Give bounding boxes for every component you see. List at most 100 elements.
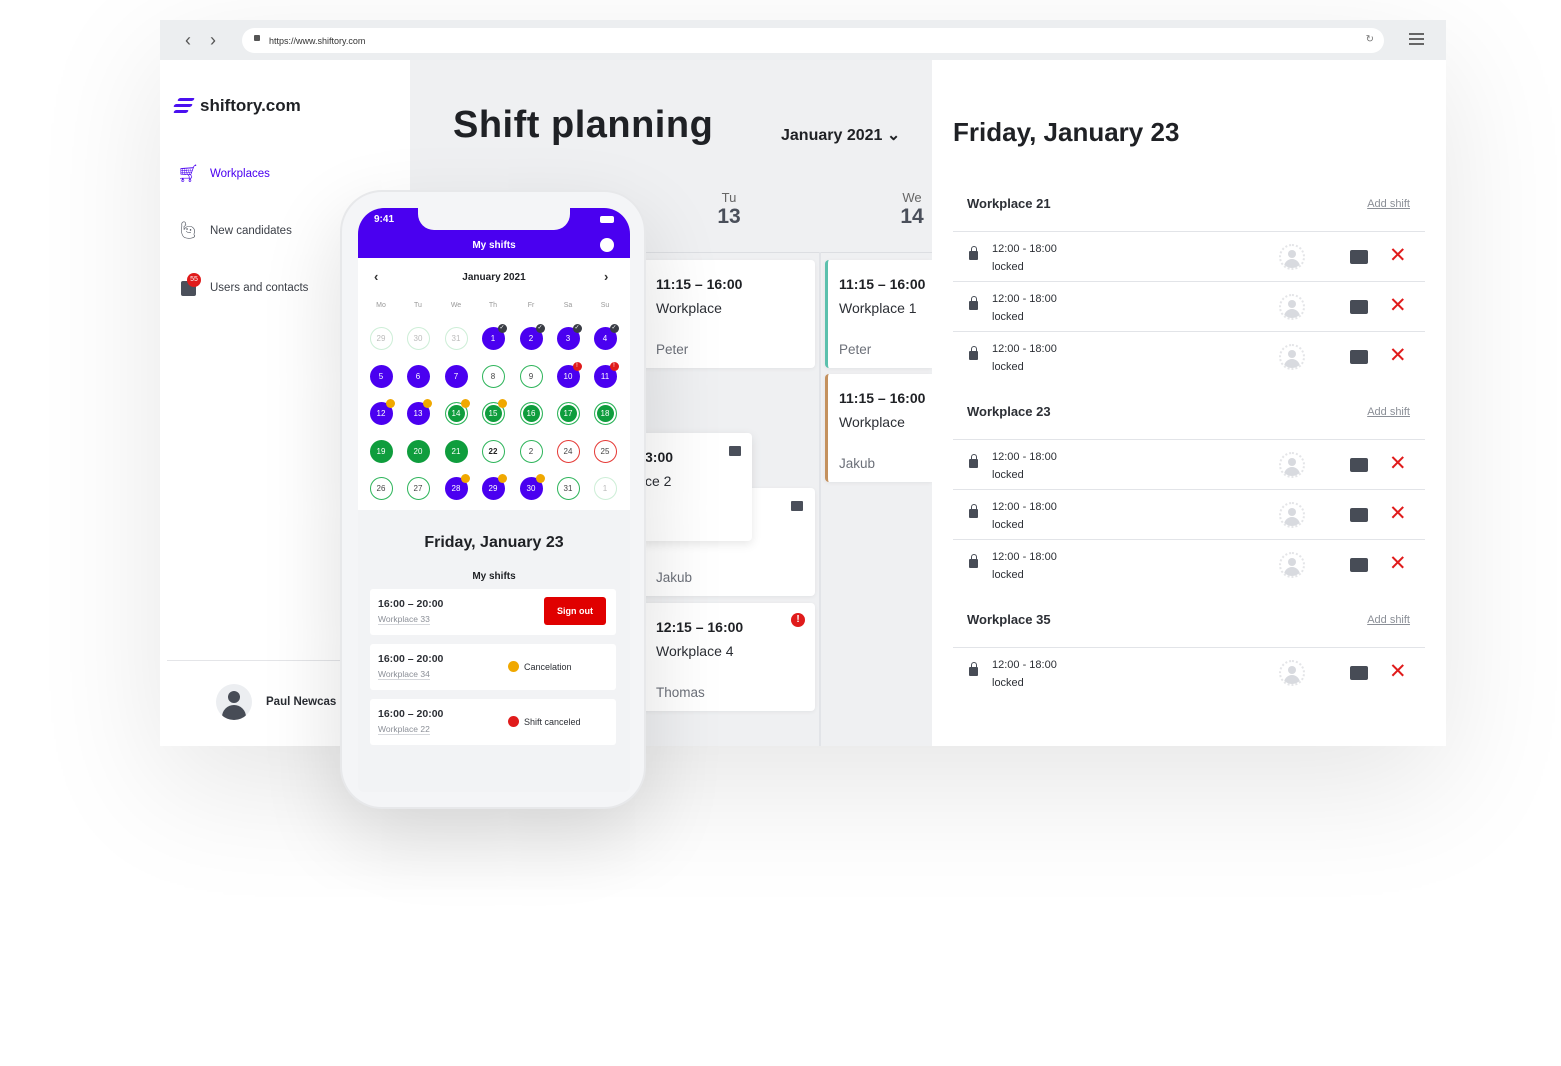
shift-status: Cancelation (524, 661, 572, 672)
assign-user-icon[interactable] (1279, 452, 1305, 478)
comment-icon[interactable] (1350, 350, 1368, 364)
profile-icon[interactable] (600, 238, 614, 252)
comment-icon[interactable] (1350, 458, 1368, 472)
calendar-day[interactable]: 24 (556, 439, 580, 463)
calendar-day[interactable]: 28 (444, 474, 470, 500)
forward-button[interactable]: › (210, 30, 216, 50)
add-shift-link[interactable]: Add shift (1367, 406, 1410, 418)
calendar-day[interactable]: 25 (593, 439, 617, 463)
calendar-day[interactable]: 17 (556, 402, 580, 425)
comment-icon[interactable] (1350, 558, 1368, 572)
shift-card[interactable]: 11:15 – 16:00 Workplace Jakub (825, 374, 932, 482)
calendar-day[interactable]: 20 (406, 439, 430, 463)
assign-user-icon[interactable] (1279, 660, 1305, 686)
calendar-day[interactable]: 5 (369, 364, 393, 388)
calendar-day[interactable]: 2 (519, 439, 543, 463)
add-shift-link[interactable]: Add shift (1367, 614, 1410, 626)
assign-user-icon[interactable] (1279, 244, 1305, 270)
calendar-day[interactable]: 10! (556, 361, 582, 388)
comment-icon[interactable] (1350, 250, 1368, 264)
calendar-day[interactable]: 18 (593, 402, 617, 425)
sign-out-button[interactable]: Sign out (544, 597, 606, 625)
calendar-day[interactable]: 1 ✓ (481, 324, 507, 350)
close-icon[interactable]: ✕ (1389, 660, 1407, 683)
shift-row: 12:00 - 18:00 locked ✕ (953, 539, 1425, 589)
shift-card[interactable]: 11:15 – 16:00 Workplace 1 Peter (825, 260, 932, 368)
back-button[interactable]: ‹ (185, 30, 191, 50)
close-icon[interactable]: ✕ (1389, 344, 1407, 367)
calendar-day[interactable]: 7 (444, 364, 468, 388)
reload-icon[interactable]: ↻ (1365, 34, 1374, 45)
sidebar-item-workplaces[interactable]: 🛒︎ Workplaces (177, 164, 270, 184)
user-profile[interactable]: Paul Newcas (216, 684, 336, 720)
calendar-day[interactable]: 6 (406, 364, 430, 388)
workplace-heading: Workplace 21 (967, 196, 1051, 211)
calendar-day[interactable]: 2 ✓ (519, 324, 545, 350)
address-bar[interactable]: https://www.shiftory.com (242, 28, 1384, 53)
phone-notch (418, 208, 570, 230)
sidebar-item-new-candidates[interactable]: 🙋︎ New candidates (177, 221, 292, 241)
shift-card[interactable]: 3:00 ce 2 (640, 433, 752, 541)
assign-user-icon[interactable] (1279, 294, 1305, 320)
month-selector[interactable]: January 2021 ⌄ (781, 127, 901, 144)
calendar-day[interactable]: 29 (369, 327, 393, 350)
comment-icon[interactable] (1350, 508, 1368, 522)
calendar-day[interactable]: 26 (369, 477, 393, 500)
comment-icon[interactable] (1350, 300, 1368, 314)
day-header-tu: Tu 13 (717, 190, 741, 228)
add-shift-link[interactable]: Add shift (1367, 198, 1410, 210)
day-detail-panel: Friday, January 23 Workplace 21 Add shift… (932, 60, 1446, 746)
calendar-day[interactable]: 11! (593, 361, 619, 388)
calendar-day[interactable]: 4 ✓ (593, 324, 619, 350)
calendar-day[interactable]: 16 (519, 402, 543, 425)
calendar-day[interactable]: 9 (519, 364, 543, 388)
shift-card[interactable]: ! 12:15 – 16:00 Workplace 4 Thomas (640, 603, 815, 711)
cart-icon: 🛒︎ (177, 164, 199, 183)
hamburger-menu-icon[interactable] (1409, 33, 1424, 48)
clock-icon (460, 399, 470, 408)
status-icons (570, 216, 614, 223)
calendar-day[interactable]: 30 (519, 474, 545, 500)
next-month-button[interactable]: › (604, 269, 609, 284)
calendar-day[interactable]: 12 (369, 399, 395, 425)
sidebar-item-label: Workplaces (210, 168, 270, 180)
close-icon[interactable]: ✕ (1389, 294, 1407, 317)
assign-user-icon[interactable] (1279, 502, 1305, 528)
prev-month-button[interactable]: ‹ (374, 269, 379, 284)
assign-user-icon[interactable] (1279, 552, 1305, 578)
close-icon[interactable]: ✕ (1389, 452, 1407, 475)
phone-screen: 9:41 My shifts ‹ January 2021 › Mo Tu We Th… (358, 208, 630, 792)
sidebar-item-users-and-contacts[interactable]: 55 Users and contacts (178, 273, 308, 298)
calendar-day[interactable]: 29 (481, 474, 507, 500)
calendar-day[interactable]: 21 (444, 439, 468, 463)
shift-status: locked (992, 311, 1024, 323)
comment-icon[interactable] (1350, 666, 1368, 680)
shift-status: locked (992, 361, 1024, 373)
calendar-day[interactable]: 27 (406, 477, 430, 500)
calendar-day[interactable]: 13 (406, 399, 432, 425)
logo[interactable]: shiftory.com (173, 95, 301, 116)
shift-card[interactable]: 11:15 – 16:00 Workplace Peter (640, 260, 815, 368)
calendar-day[interactable]: 31 (556, 477, 580, 500)
check-icon: ✓ (535, 324, 545, 333)
shift-time: 12:00 - 18:00 (992, 293, 1057, 305)
browser-window: ‹ › https://www.shiftory.com ↻ shiftory.… (160, 20, 1446, 746)
shift-time: 12:00 - 18:00 (992, 659, 1057, 671)
calendar-day[interactable]: 8 (481, 364, 505, 388)
workplace-heading: Workplace 23 (967, 404, 1051, 419)
calendar-day[interactable]: 22 (481, 439, 505, 463)
close-icon[interactable]: ✕ (1389, 552, 1407, 575)
close-icon[interactable]: ✕ (1389, 244, 1407, 267)
calendar-day[interactable]: 3 ✓ (556, 324, 582, 350)
calendar-day[interactable]: 1 (593, 477, 617, 500)
calendar-day[interactable]: 31 (444, 327, 468, 350)
weekday-label: Su (600, 302, 610, 309)
close-icon[interactable]: ✕ (1389, 502, 1407, 525)
calendar-day[interactable]: 19 (369, 439, 393, 463)
calendar-day[interactable]: 14 (444, 399, 470, 425)
comment-icon (791, 501, 803, 511)
clock-icon (508, 661, 519, 672)
calendar-day[interactable]: 30 (406, 327, 430, 350)
assign-user-icon[interactable] (1279, 344, 1305, 370)
calendar-day[interactable]: 15 (481, 399, 507, 425)
